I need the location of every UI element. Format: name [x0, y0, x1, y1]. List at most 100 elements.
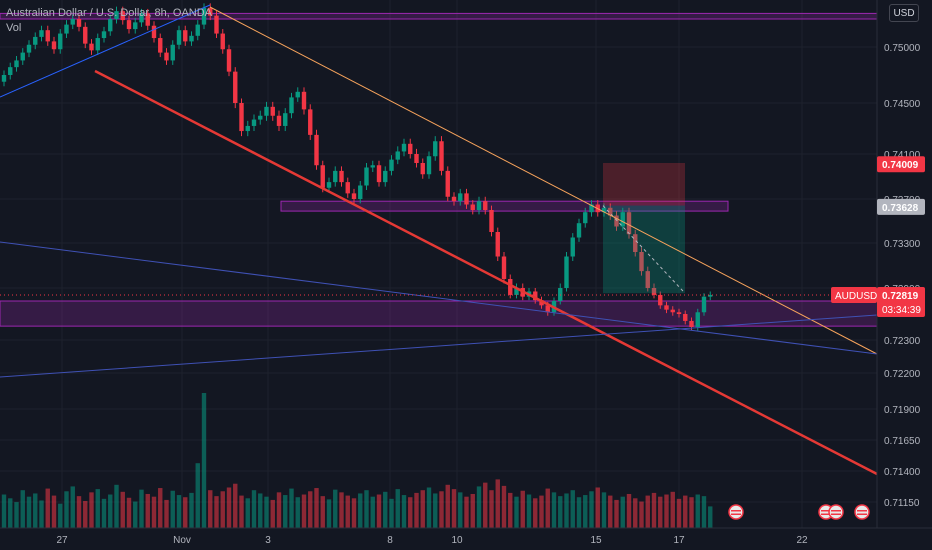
candle-body — [370, 165, 375, 168]
candle — [364, 163, 369, 190]
time-axis: 27 Nov 3 8 10 15 17 22 — [0, 527, 932, 550]
volume-bar — [626, 493, 632, 528]
trend-line — [0, 241, 878, 355]
volume-bar — [45, 488, 50, 528]
volume-bar — [108, 494, 113, 528]
candle — [120, 6, 125, 25]
candle-body — [289, 97, 294, 114]
volume-bar — [208, 490, 213, 528]
candle — [576, 218, 582, 242]
candle — [645, 266, 650, 292]
candle — [533, 288, 538, 304]
candle-body — [26, 44, 32, 53]
volume-bar — [183, 497, 188, 528]
volume-bar — [64, 491, 69, 528]
volume-bar — [226, 487, 232, 528]
candle — [464, 188, 469, 209]
candle — [283, 108, 288, 132]
volume-bar — [620, 496, 625, 528]
candle — [389, 155, 394, 176]
candle — [683, 310, 688, 325]
candle — [508, 274, 513, 299]
volume-bar — [445, 484, 450, 528]
time-tick-label: 15 — [590, 535, 602, 546]
candle-body — [495, 232, 500, 257]
candle — [426, 151, 432, 179]
volume-bar — [101, 498, 107, 528]
candle-body — [608, 207, 613, 216]
candle-body — [283, 113, 288, 126]
price-tick-label: 0.72300 — [884, 336, 921, 347]
volume-bar — [345, 495, 350, 528]
candle — [564, 252, 569, 292]
candle-body — [239, 103, 244, 132]
candle-body — [420, 163, 425, 175]
candle — [395, 146, 400, 165]
candle-body — [389, 159, 394, 171]
volume-bar — [295, 497, 300, 528]
trend-line — [94, 69, 878, 476]
volume-bar — [264, 496, 269, 528]
volume-bar — [439, 491, 444, 528]
candle — [501, 252, 507, 284]
candle-body — [589, 204, 594, 213]
candle — [301, 87, 307, 115]
support-resistance-zone — [280, 200, 729, 212]
volume-bar — [339, 492, 344, 528]
volume-bar — [389, 498, 394, 528]
volume-bar — [533, 498, 538, 528]
candle — [45, 25, 50, 46]
candle-body — [426, 156, 432, 175]
volume-bar — [701, 496, 707, 528]
candle — [195, 20, 200, 41]
candle-body — [189, 35, 194, 42]
price-tick-label: 0.74100 — [884, 150, 921, 161]
candle — [151, 21, 157, 43]
candle-body — [533, 291, 538, 301]
volume-bar — [251, 490, 257, 528]
candle-body — [114, 11, 119, 19]
candle — [383, 166, 388, 187]
candle — [451, 192, 457, 206]
candle — [95, 33, 100, 55]
candle — [58, 29, 63, 54]
candle-body — [314, 134, 319, 166]
volume-bar — [139, 489, 144, 528]
candle — [270, 101, 275, 121]
price-tick-label: 0.74500 — [884, 99, 921, 110]
candle-body — [195, 24, 200, 36]
volume-bar — [383, 491, 388, 528]
volume-bar — [176, 495, 182, 528]
candle — [251, 114, 257, 132]
candle — [401, 138, 407, 157]
candle-body — [201, 7, 207, 25]
volume-bar — [695, 494, 700, 528]
candle — [370, 160, 375, 172]
volume-bar — [14, 502, 19, 528]
volume-bar — [114, 484, 119, 528]
volume-bar — [170, 490, 175, 528]
candle — [164, 48, 169, 65]
currency-button[interactable]: USD — [889, 4, 919, 22]
volume-bar — [151, 496, 157, 528]
candle-body — [251, 119, 257, 126]
candle-body — [258, 115, 263, 120]
volume-bar — [126, 497, 132, 528]
volume-bar — [670, 491, 675, 528]
candle — [339, 166, 344, 187]
candle-body — [576, 223, 582, 238]
volume-bar — [270, 499, 275, 528]
candle-body — [276, 115, 282, 126]
candle — [308, 104, 313, 140]
candle-body — [345, 182, 350, 194]
flag-stripe — [857, 513, 867, 515]
price-tick-label: 0.71400 — [884, 467, 921, 478]
time-tick-label: Nov — [173, 535, 191, 546]
candle — [208, 3, 213, 21]
volume-bar — [508, 492, 513, 528]
volume-bar — [201, 393, 207, 528]
volume-bar — [314, 488, 319, 528]
volume-bar — [401, 495, 407, 528]
candle — [20, 48, 25, 65]
